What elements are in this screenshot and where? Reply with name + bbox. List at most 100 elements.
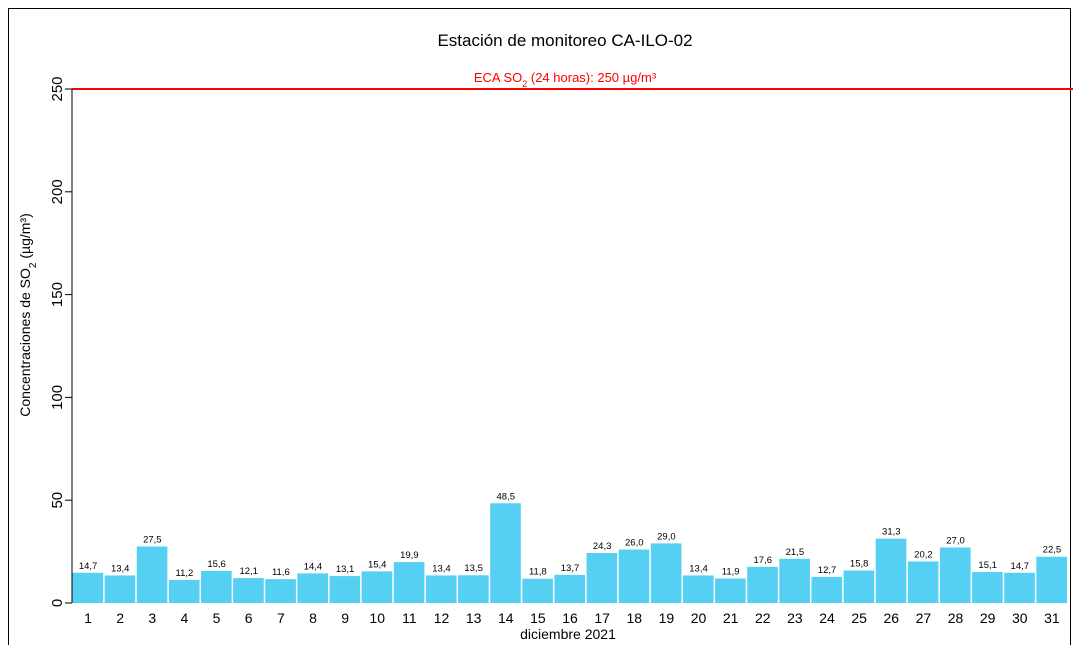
bar bbox=[843, 570, 875, 603]
x-tick-label: 2 bbox=[116, 610, 124, 626]
value-label: 15,6 bbox=[207, 559, 226, 570]
value-label: 22,5 bbox=[1043, 545, 1062, 556]
reference-label-text: ECA SO bbox=[474, 70, 522, 85]
value-label: 11,9 bbox=[722, 567, 740, 578]
bar bbox=[522, 578, 553, 603]
frame bbox=[8, 8, 1071, 645]
y-axis-label: Concentraciones de SO2 (µg/m³) bbox=[17, 213, 39, 416]
value-label: 14,7 bbox=[1011, 561, 1030, 572]
bar bbox=[1004, 572, 1035, 603]
x-tick-label: 24 bbox=[819, 610, 835, 626]
reference-label: ECA SO2 (24 horas): 250 µg/m³ bbox=[474, 70, 657, 89]
value-label: 13,4 bbox=[689, 563, 708, 574]
value-label: 13,4 bbox=[432, 563, 451, 574]
x-axis-label: diciembre 2021 bbox=[520, 626, 616, 642]
bar bbox=[747, 566, 778, 603]
x-tick-label: 12 bbox=[434, 610, 450, 626]
y-tick-label: 50 bbox=[49, 492, 66, 509]
chart-title: Estación de monitoreo CA-ILO-02 bbox=[437, 31, 692, 50]
x-tick-label: 3 bbox=[148, 610, 156, 626]
x-tick-label: 1 bbox=[84, 610, 92, 626]
value-label: 24,3 bbox=[593, 541, 612, 552]
bar bbox=[490, 503, 521, 603]
bar bbox=[618, 549, 650, 603]
y-axis-label-text: (µg/m³) bbox=[17, 213, 33, 262]
y-tick-label: 250 bbox=[49, 76, 66, 101]
bar bbox=[682, 575, 714, 603]
value-label: 11,8 bbox=[529, 567, 547, 578]
bar bbox=[297, 573, 329, 603]
bar bbox=[972, 571, 1003, 603]
value-label: 17,6 bbox=[754, 555, 773, 566]
y-axis-label-text: Concentraciones de SO bbox=[17, 268, 33, 417]
reference-label-text: (24 horas): 250 µg/m³ bbox=[527, 70, 657, 85]
value-label: 31,3 bbox=[882, 527, 901, 538]
x-tick-label: 5 bbox=[213, 610, 221, 626]
bar bbox=[393, 562, 425, 603]
bar bbox=[72, 572, 104, 603]
x-tick-label: 15 bbox=[530, 610, 546, 626]
x-tick-label: 6 bbox=[245, 610, 253, 626]
x-tick-label: 4 bbox=[181, 610, 189, 626]
x-tick-label: 10 bbox=[369, 610, 385, 626]
bar bbox=[425, 575, 457, 603]
bar bbox=[233, 578, 264, 603]
bar bbox=[265, 579, 296, 603]
value-label: 13,5 bbox=[464, 563, 483, 574]
value-label: 19,9 bbox=[400, 550, 419, 561]
x-tick-label: 13 bbox=[466, 610, 482, 626]
value-label: 27,5 bbox=[143, 534, 162, 545]
bar bbox=[104, 575, 136, 603]
y-tick-label: 150 bbox=[49, 282, 66, 307]
bar bbox=[1036, 556, 1067, 603]
x-tick-label: 22 bbox=[755, 610, 771, 626]
bar bbox=[361, 571, 393, 603]
x-tick-label: 18 bbox=[626, 610, 642, 626]
value-label: 11,2 bbox=[176, 568, 194, 579]
x-tick-label: 27 bbox=[916, 610, 932, 626]
value-label: 12,1 bbox=[239, 566, 258, 577]
y-tick-label: 200 bbox=[49, 179, 66, 204]
x-tick-label: 28 bbox=[948, 610, 964, 626]
x-tick-label: 14 bbox=[498, 610, 514, 626]
x-tick-label: 19 bbox=[659, 610, 675, 626]
x-tick-label: 23 bbox=[787, 610, 803, 626]
value-label: 15,4 bbox=[368, 559, 387, 570]
value-label: 13,4 bbox=[111, 563, 130, 574]
bar bbox=[811, 576, 843, 603]
bar bbox=[168, 579, 200, 603]
x-tick-label: 20 bbox=[691, 610, 707, 626]
value-label: 27,0 bbox=[946, 535, 965, 546]
value-label: 12,7 bbox=[818, 565, 837, 576]
x-tick-label: 16 bbox=[562, 610, 578, 626]
value-label: 13,7 bbox=[561, 563, 580, 574]
x-tick-label: 26 bbox=[884, 610, 900, 626]
value-label: 21,5 bbox=[786, 547, 805, 558]
bar bbox=[458, 575, 489, 603]
value-label: 14,4 bbox=[304, 561, 323, 572]
bar bbox=[136, 546, 168, 603]
x-tick-label: 25 bbox=[851, 610, 867, 626]
x-tick-label: 31 bbox=[1044, 610, 1060, 626]
value-label: 14,7 bbox=[79, 561, 98, 572]
bar bbox=[939, 547, 971, 603]
x-tick-label: 29 bbox=[980, 610, 996, 626]
bar bbox=[586, 553, 618, 603]
bar bbox=[875, 538, 907, 603]
x-tick-label: 21 bbox=[723, 610, 739, 626]
value-label: 11,6 bbox=[272, 567, 290, 578]
x-tick-label: 8 bbox=[309, 610, 317, 626]
value-label: 26,0 bbox=[625, 538, 644, 549]
x-tick-label: 11 bbox=[402, 610, 417, 626]
value-label: 20,2 bbox=[914, 549, 933, 560]
reference-label-subscript: 2 bbox=[522, 79, 527, 89]
x-tick-label: 7 bbox=[277, 610, 285, 626]
x-tick-label: 30 bbox=[1012, 610, 1028, 626]
y-tick-label: 0 bbox=[49, 599, 66, 607]
bar bbox=[907, 561, 939, 603]
x-tick-label: 17 bbox=[594, 610, 610, 626]
value-label: 13,1 bbox=[336, 564, 355, 575]
value-label: 15,8 bbox=[850, 559, 869, 570]
bar bbox=[650, 543, 682, 603]
